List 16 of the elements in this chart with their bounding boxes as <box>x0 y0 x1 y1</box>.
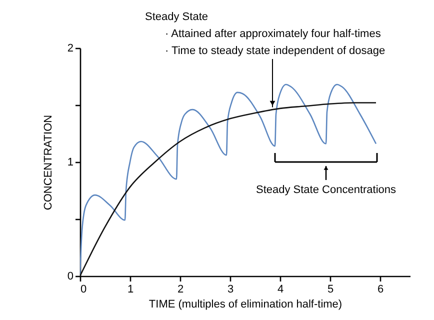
x-tick-label: 1 <box>127 284 134 296</box>
y-tick-label: 1 <box>67 156 74 168</box>
y-tick-label: 0 <box>67 270 74 282</box>
y-axis-title: CONCENTRATION <box>42 114 54 210</box>
x-axis-title: TIME (multiples of elimination half-time) <box>148 298 342 310</box>
x-tick-label: 6 <box>377 284 384 296</box>
x-tick-label: 3 <box>227 284 234 296</box>
x-tick-label: 5 <box>327 284 334 296</box>
x-tick-label: 2 <box>177 284 184 296</box>
x-tick-label: 4 <box>277 284 284 296</box>
annotation: Steady State Concentrations <box>256 184 397 196</box>
x-tick-label: 0 <box>80 284 87 296</box>
annotation: · Time to steady state independent of dosage <box>165 45 386 57</box>
y-tick-label: 2 <box>67 42 74 54</box>
text: · Attained after approximately four half-times <box>165 28 382 40</box>
text: Steady State <box>145 11 208 23</box>
